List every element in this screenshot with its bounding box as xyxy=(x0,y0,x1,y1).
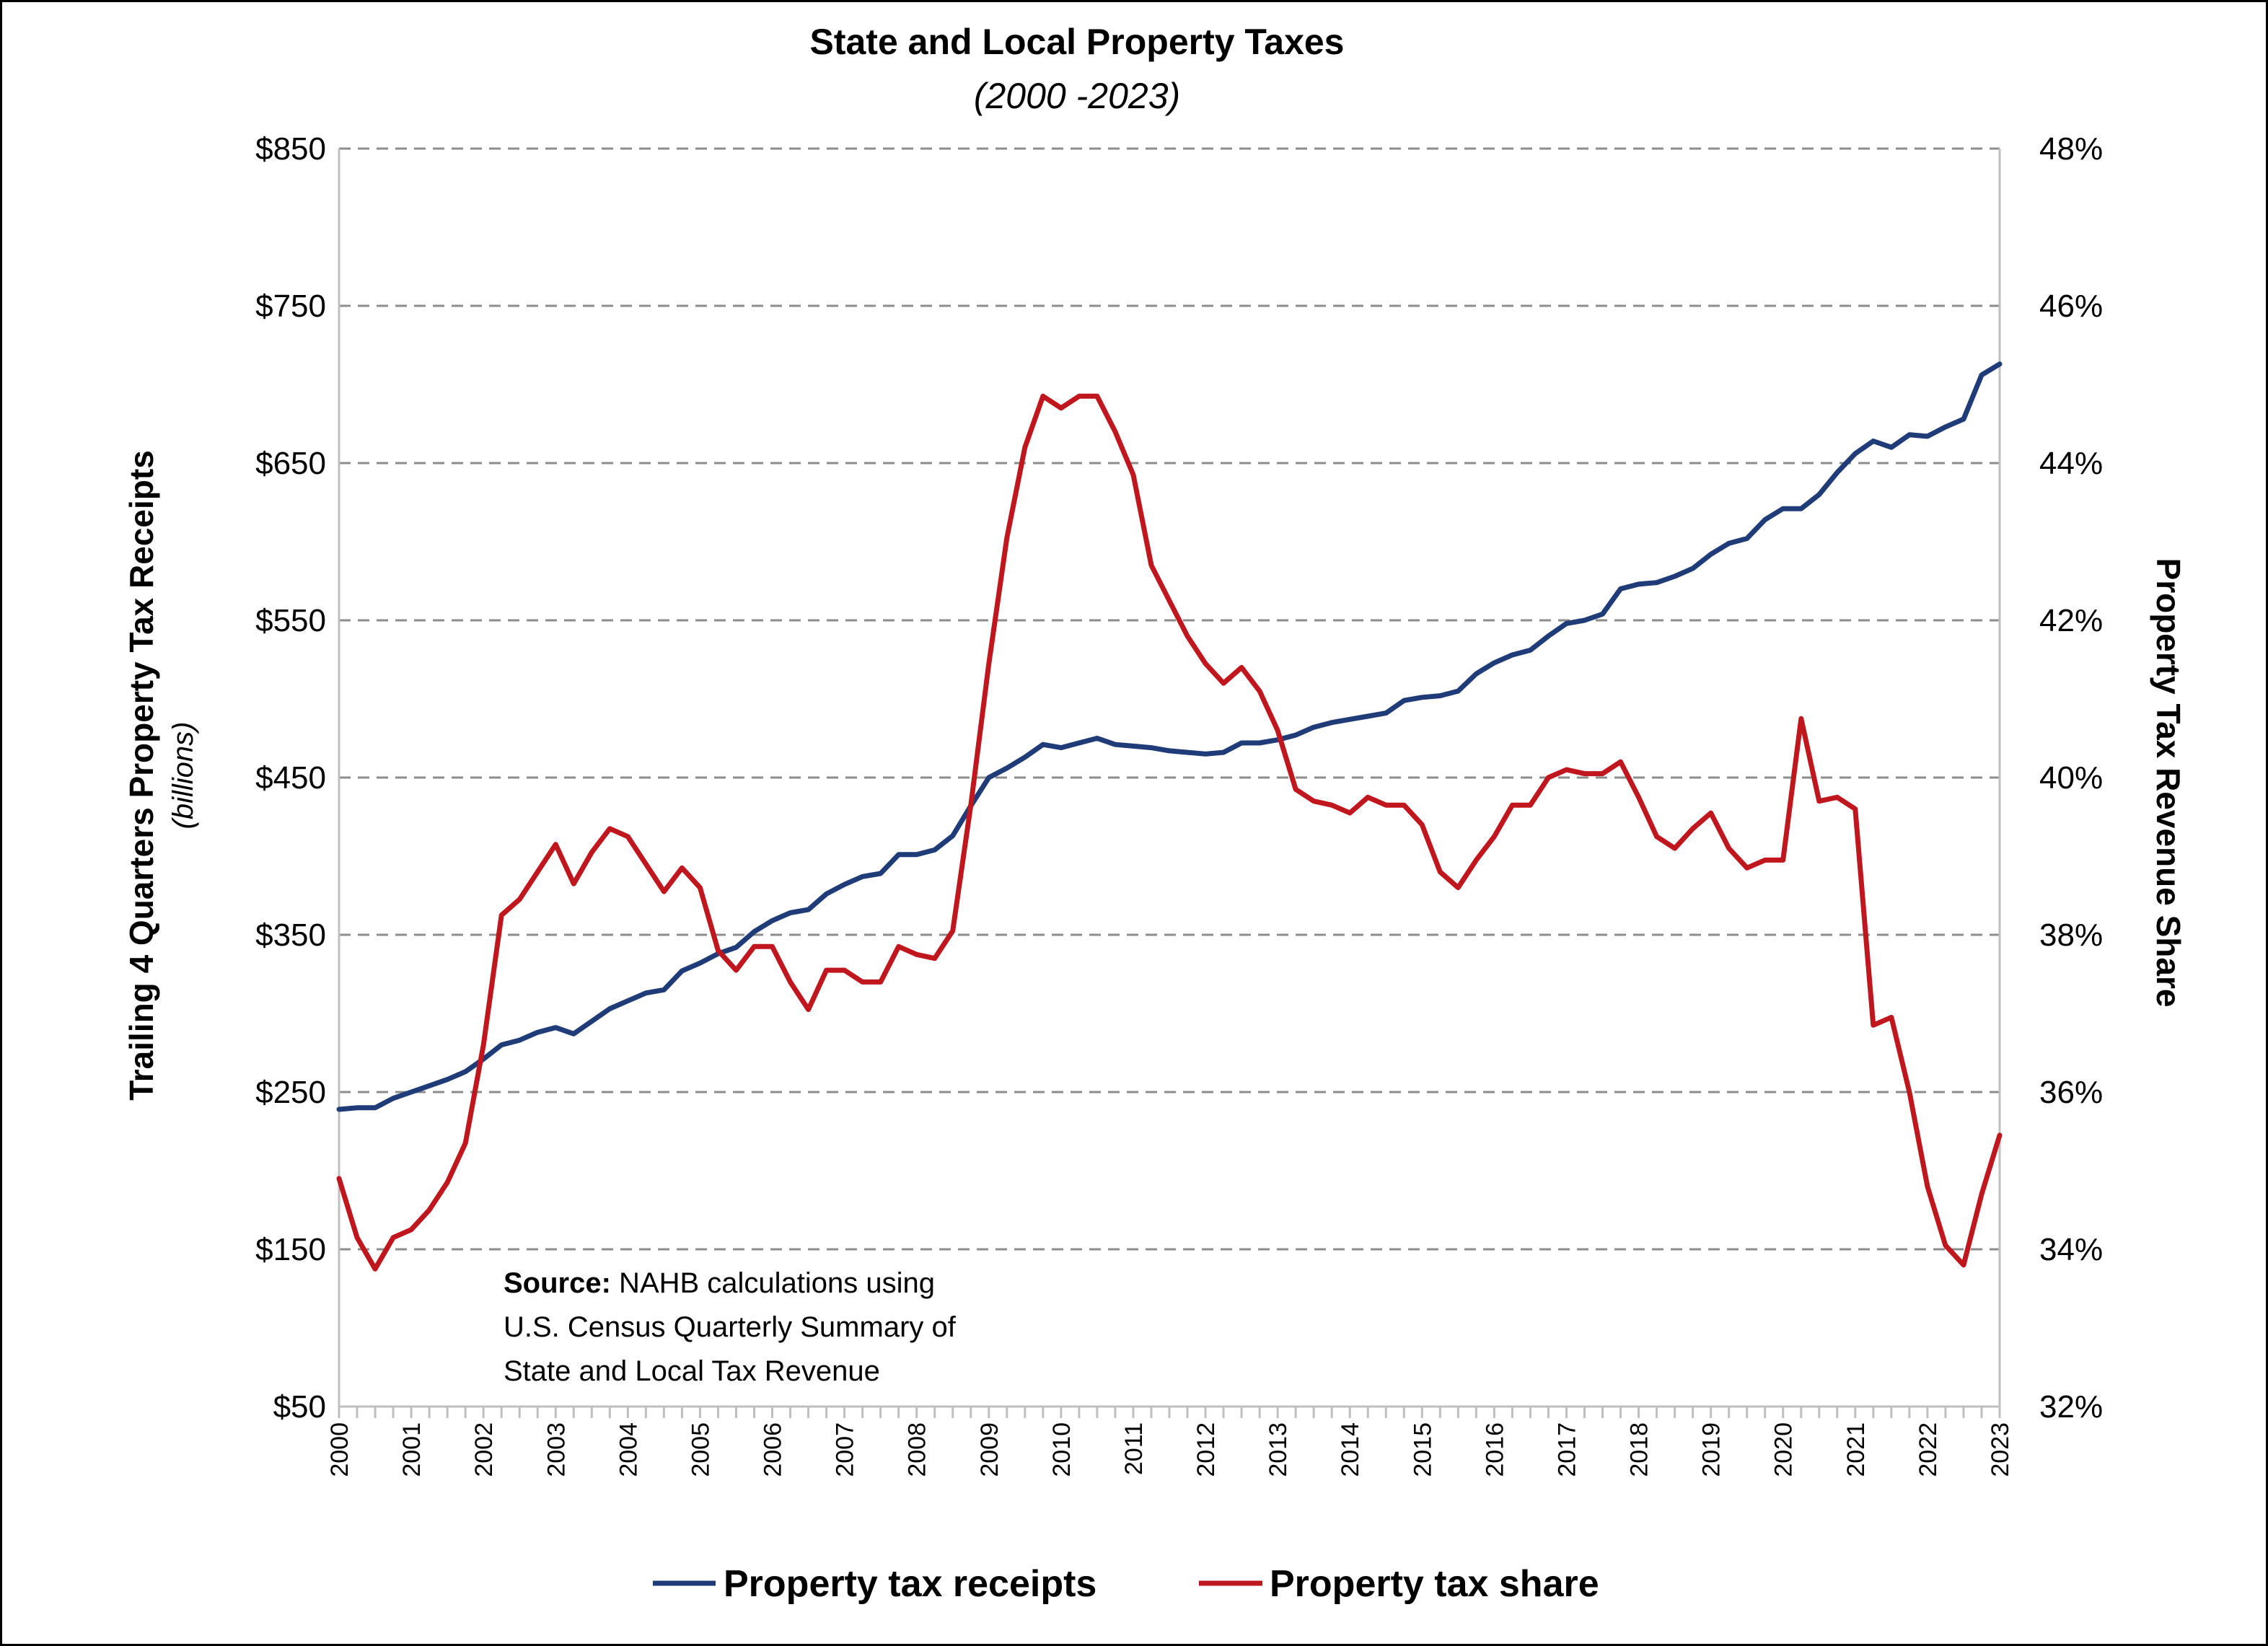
y-right-tick-label: 34% xyxy=(2039,1232,2103,1267)
legend-label-share: Property tax share xyxy=(1270,1563,1599,1605)
x-tick-label: 2016 xyxy=(1481,1422,1508,1477)
y-left-tick-label: $150 xyxy=(255,1232,326,1267)
x-tick-label: 2023 xyxy=(1987,1422,2014,1477)
y-left-axis-label: Trailing 4 Quarters Property Tax Receipt… xyxy=(123,450,160,1101)
x-tick-label: 2004 xyxy=(615,1422,642,1477)
x-tick-label: 2018 xyxy=(1626,1422,1653,1477)
y-right-axis-label: Property Tax Revenue Share xyxy=(2150,558,2187,1008)
series-lines xyxy=(336,361,2003,1272)
y-left-tick-label: $850 xyxy=(255,131,326,167)
y-left-axis-sublabel: (billions) xyxy=(167,722,199,829)
y-right-tick-label: 44% xyxy=(2039,446,2103,481)
y-left-tick-label: $50 xyxy=(273,1389,326,1425)
y-left-tick-label: $250 xyxy=(255,1075,326,1110)
y-left-tick-label: $750 xyxy=(255,289,326,324)
x-tick-label: 2003 xyxy=(542,1422,570,1477)
x-tick-label: 2010 xyxy=(1048,1422,1076,1477)
gridlines xyxy=(339,147,2000,1251)
svg-text:Source: NAHB calculations usin: Source: NAHB calculations using xyxy=(504,1267,935,1299)
chart-subtitle: (2000 -2023) xyxy=(974,76,1180,116)
x-tick-labels: 2000 2001 2002 2003 2004 2005 2006 2007 2008 2009… xyxy=(326,1422,2014,1477)
y-right-tick-label: 32% xyxy=(2039,1389,2103,1425)
y-left-tick-labels: $850 $750 $650 $550 $450 $350 $250 $150 $50 xyxy=(255,131,326,1425)
x-tick-label: 2013 xyxy=(1265,1422,1292,1477)
legend: Property tax receipts Property tax share xyxy=(653,1563,1599,1605)
x-tick-label: 2015 xyxy=(1409,1422,1436,1477)
x-tick-label: 2008 xyxy=(904,1422,931,1477)
x-tick-label: 2019 xyxy=(1698,1422,1726,1477)
x-tick-label: 2000 xyxy=(326,1422,353,1477)
chart-title: State and Local Property Taxes xyxy=(810,22,1345,62)
x-tick-label: 2006 xyxy=(760,1422,787,1477)
x-tick-label: 2012 xyxy=(1192,1422,1220,1477)
source-note-line3: State and Local Tax Revenue xyxy=(504,1355,880,1387)
y-right-tick-label: 46% xyxy=(2039,289,2103,324)
y-right-tick-label: 42% xyxy=(2039,603,2103,638)
legend-label-receipts: Property tax receipts xyxy=(724,1563,1096,1605)
x-tick-label: 2020 xyxy=(1770,1422,1798,1477)
x-tick-label: 2021 xyxy=(1842,1422,1870,1477)
x-tick-label: 2011 xyxy=(1120,1422,1148,1475)
x-tick-label: 2001 xyxy=(398,1422,426,1477)
source-note-line1: NAHB calculations using xyxy=(611,1267,935,1299)
x-tick-label: 2022 xyxy=(1915,1422,1942,1477)
axes xyxy=(338,149,2001,1418)
x-tick-label: 2007 xyxy=(832,1422,859,1477)
x-tick-label: 2005 xyxy=(687,1422,714,1477)
x-tick-label: 2014 xyxy=(1337,1422,1364,1477)
source-note-line2: U.S. Census Quarterly Summary of xyxy=(504,1311,957,1343)
series-line-share xyxy=(336,393,2003,1272)
y-left-tick-label: $550 xyxy=(255,603,326,638)
x-tick-label: 2009 xyxy=(976,1422,1003,1477)
y-right-tick-label: 40% xyxy=(2039,760,2103,796)
x-tick-label: 2002 xyxy=(470,1422,498,1477)
y-left-tick-label: $350 xyxy=(255,917,326,953)
source-note: Source: NAHB calculations using U.S. Cen… xyxy=(504,1267,957,1387)
y-right-tick-label: 48% xyxy=(2039,131,2103,167)
x-tick-label: 2017 xyxy=(1553,1422,1581,1477)
y-left-tick-label: $650 xyxy=(255,446,326,481)
y-right-tick-label: 36% xyxy=(2039,1075,2103,1110)
y-left-tick-label: $450 xyxy=(255,760,326,796)
source-note-bold: Source: xyxy=(504,1267,611,1299)
y-right-tick-label: 38% xyxy=(2039,917,2103,953)
series-line-receipts xyxy=(336,361,2003,1112)
y-right-tick-labels: 48% 46% 44% 42% 40% 38% 36% 34% 32% xyxy=(2039,131,2103,1425)
